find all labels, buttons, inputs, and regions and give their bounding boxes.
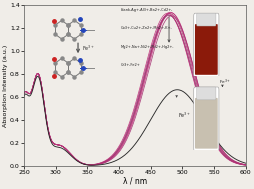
- Y-axis label: Absorption Intensity (a.u.): Absorption Intensity (a.u.): [4, 45, 8, 127]
- Text: Mg2+,Na+,Ni2+,Pb2+,Hg2+,: Mg2+,Na+,Ni2+,Pb2+,Hg2+,: [120, 45, 173, 49]
- Text: Fe$^{3+}$: Fe$^{3+}$: [177, 111, 190, 120]
- X-axis label: λ / nm: λ / nm: [122, 177, 146, 186]
- Text: Cr3+,Fe2+: Cr3+,Fe2+: [120, 63, 140, 67]
- Text: Fe$^{3+}$: Fe$^{3+}$: [218, 78, 230, 87]
- Text: blank,Ag+,Al3+,Ba2+,Cd2+,: blank,Ag+,Al3+,Ba2+,Cd2+,: [120, 8, 172, 12]
- Text: Co3+,Cu2+,Zn2+,Mn2+,K+,: Co3+,Cu2+,Zn2+,Mn2+,K+,: [120, 26, 171, 30]
